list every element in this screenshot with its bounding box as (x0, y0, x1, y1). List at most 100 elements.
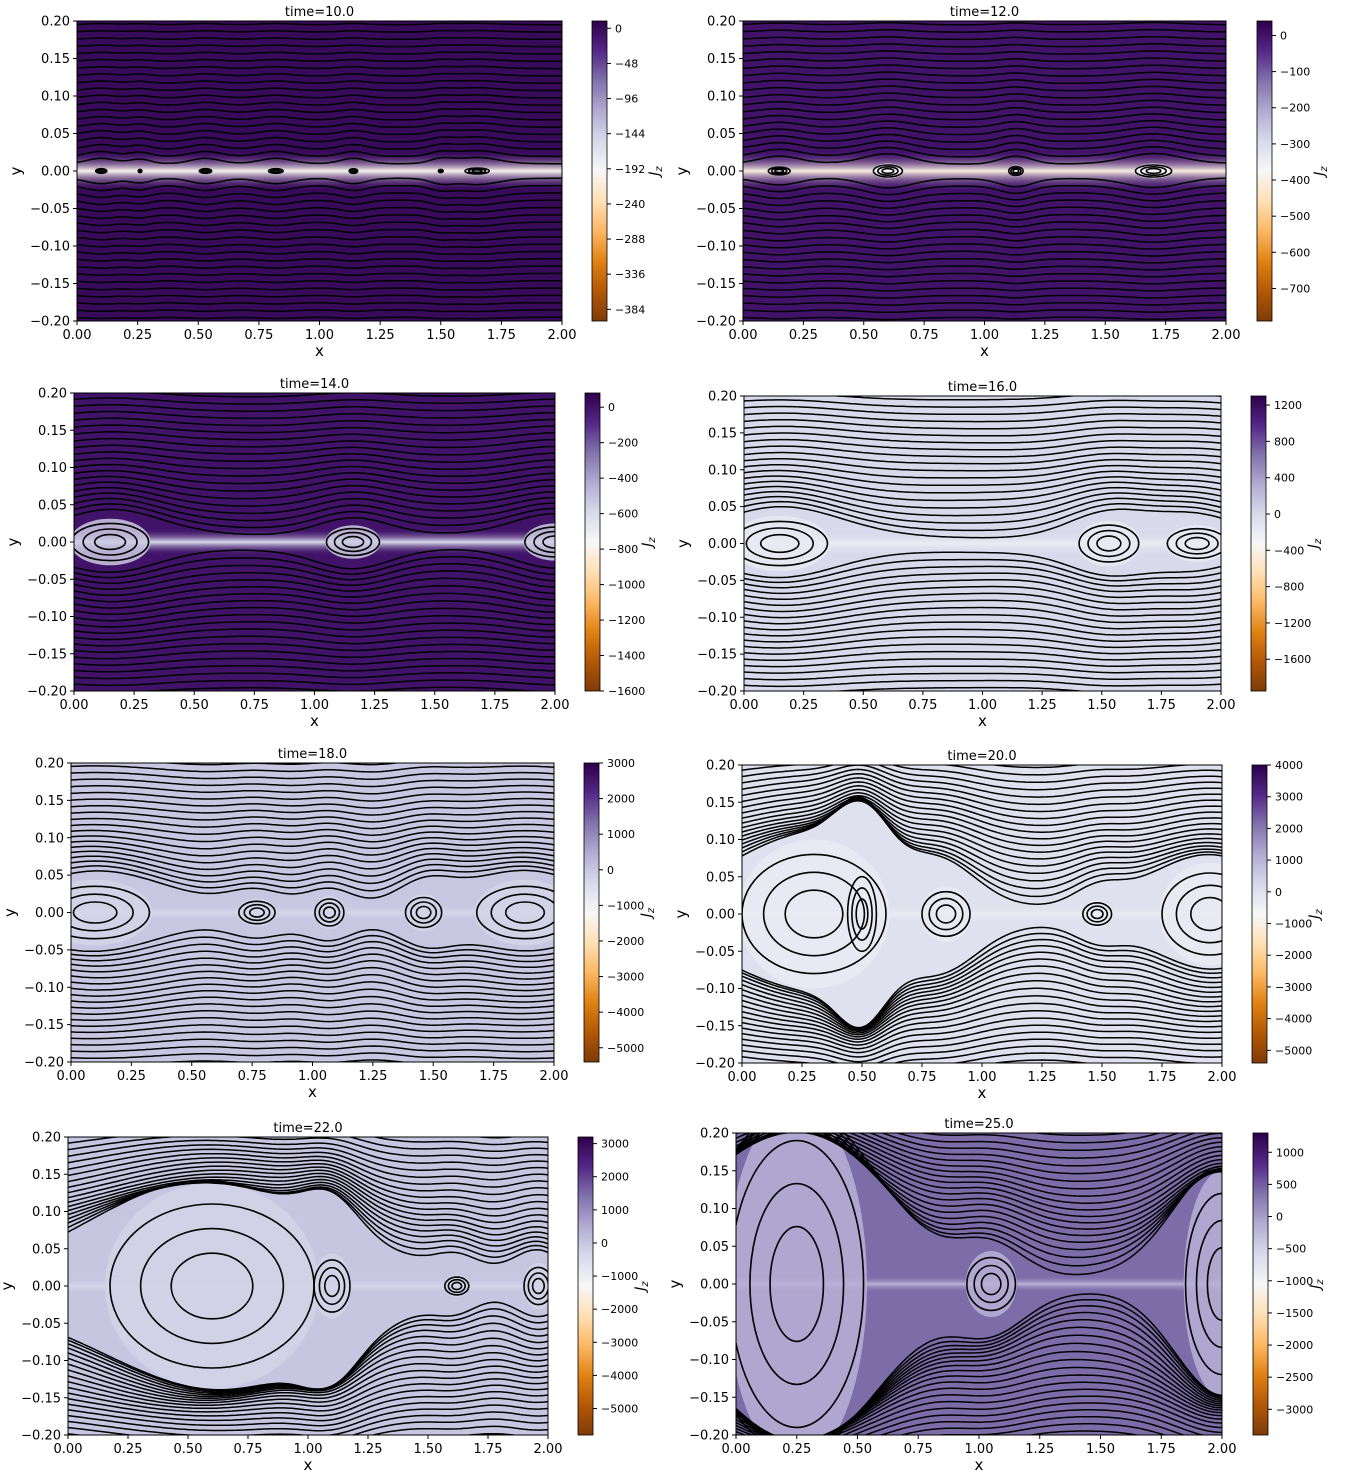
y-tick-label: −0.10 (27, 610, 67, 625)
y-tick-label: 0.15 (708, 426, 737, 441)
field-line (77, 287, 562, 291)
field-line (74, 664, 555, 673)
y-tick-label: −0.20 (30, 315, 70, 330)
field-line (736, 1298, 1222, 1435)
field-line (736, 1318, 1222, 1435)
field-line (744, 399, 1221, 408)
x-tick-label: 1.00 (968, 1070, 997, 1085)
y-axis-label: y (1, 908, 19, 917)
island-contour (415, 905, 432, 920)
colorbar-tick-label: −2000 (1275, 949, 1312, 962)
island-contour (872, 164, 904, 178)
field-line (71, 810, 554, 823)
x-tick-label: 0.75 (234, 1442, 263, 1457)
x-tick-label: 1.25 (1030, 328, 1059, 343)
y-tick-label: 0.05 (41, 127, 70, 142)
field-line (744, 558, 1221, 584)
y-tick-label: 0.10 (706, 833, 735, 848)
x-tick-label: 1.00 (294, 1442, 323, 1457)
island-contour (1081, 901, 1113, 926)
field-line (744, 418, 1221, 430)
field-line (77, 221, 562, 227)
field-line (736, 1133, 1222, 1237)
colorbar-tick-label: 2000 (1275, 822, 1303, 835)
x-tick-label: 0.50 (848, 1070, 877, 1085)
panel-title: time=16.0 (948, 380, 1017, 395)
field-line (744, 451, 1221, 465)
field-line (879, 1409, 1206, 1435)
field-line (742, 951, 1222, 1031)
field-line (71, 1003, 554, 1015)
y-tick-label: −0.10 (697, 611, 737, 626)
field-line (742, 777, 1222, 820)
x-tick-label: 1.75 (480, 698, 509, 713)
field-line (736, 1133, 1222, 1204)
y-tick-label: −0.05 (30, 202, 70, 217)
colorbar-tick-label: 2000 (607, 793, 635, 806)
field-line (736, 1334, 1222, 1435)
field-line (71, 934, 554, 957)
y-tick-label: −0.10 (696, 240, 736, 255)
field-line (71, 850, 554, 871)
x-tick-label: 1.50 (1091, 328, 1120, 343)
field-line (744, 475, 1221, 494)
x-tick-label: 1.50 (426, 328, 455, 343)
y-tick-label: −0.20 (24, 1056, 64, 1071)
field-line (74, 679, 555, 687)
y-tick-label: −0.15 (695, 1019, 735, 1034)
field-line (736, 1358, 1222, 1435)
plasmoid-region (742, 839, 890, 989)
field-line (77, 243, 562, 248)
field-line (742, 1024, 1222, 1058)
field-line (77, 214, 562, 220)
y-tick-label: 0.15 (32, 1168, 61, 1183)
field-line (68, 1425, 548, 1435)
field-line (74, 549, 555, 574)
x-tick-label: 1.00 (968, 698, 997, 713)
field-line (77, 142, 562, 150)
colorbar-tick-label: −300 (1280, 138, 1310, 151)
y-tick-label: −0.15 (696, 277, 736, 292)
colorbar-label: Jz (1307, 909, 1325, 922)
colorbar-tick-label: −1500 (1276, 1307, 1313, 1320)
field-line (743, 228, 1226, 236)
field-line (68, 1161, 548, 1203)
field-line (77, 236, 562, 241)
field-line (68, 1157, 548, 1196)
field-line (736, 1133, 1222, 1276)
plasmoid-region (1134, 163, 1173, 179)
y-tick-label: 0.15 (706, 796, 735, 811)
heatmap-area (742, 765, 1222, 1063)
x-tick-label: 1.50 (1087, 698, 1116, 713)
field-line (743, 243, 1226, 250)
field-line (742, 799, 1222, 875)
field-line (744, 405, 1221, 416)
colorbar-tick-label: −100 (1280, 66, 1310, 79)
y-tick-label: 0.05 (35, 869, 64, 884)
field-line (868, 1133, 1222, 1167)
field-line (74, 417, 555, 427)
island-contour (1195, 1219, 1222, 1349)
panel-title: time=14.0 (280, 377, 349, 392)
x-tick-label: 0.50 (177, 1069, 206, 1084)
y-tick-label: 0.20 (35, 757, 64, 772)
colorbar-label: Jz (1308, 1279, 1326, 1292)
field-line (743, 309, 1226, 314)
colorbar-tick-label: 3000 (601, 1138, 629, 1151)
colorbar-tick-label: −1200 (608, 614, 645, 627)
field-line (743, 85, 1226, 92)
island-contour (759, 533, 800, 554)
field-line (742, 797, 1222, 860)
field-line (743, 28, 1226, 33)
island-contour (1140, 166, 1168, 177)
x-tick-label: 2.00 (1207, 698, 1236, 713)
field-line (77, 72, 562, 77)
colorbar (591, 20, 608, 322)
x-tick-label: 1.25 (1025, 1442, 1054, 1457)
x-tick-label: 0.25 (782, 1442, 811, 1457)
field-line (736, 1305, 1222, 1435)
x-tick-label: 1.25 (1028, 1070, 1057, 1085)
island-contour (272, 169, 280, 173)
island-contour (467, 168, 487, 174)
field-line (742, 932, 1222, 1029)
